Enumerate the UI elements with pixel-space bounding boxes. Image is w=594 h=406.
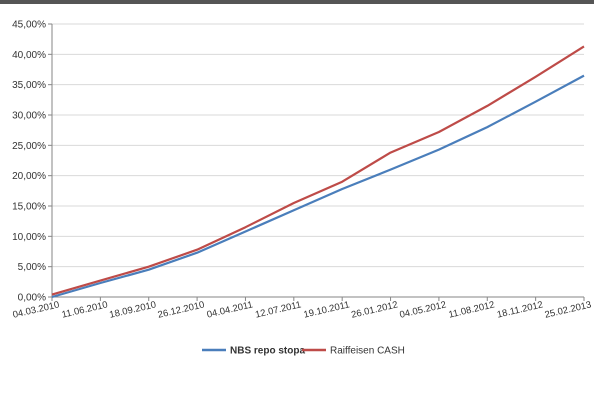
y-tick-label: 5,00%: [18, 262, 46, 273]
axes: [48, 23, 585, 301]
y-tick-label: 0,00%: [18, 293, 46, 304]
x-tick-label: 26.12.2010: [157, 299, 206, 320]
x-tick-label: 12.07.2011: [254, 299, 302, 320]
y-tick-label: 15,00%: [12, 202, 46, 213]
legend-label: NBS repo stopa: [230, 346, 305, 357]
y-tick-label: 40,00%: [12, 50, 46, 61]
y-tick-label: 20,00%: [12, 171, 46, 182]
y-tick-labels: 0,00% 5,00% 10,00% 15,00% 20,00% 25,00% 30,00%…: [12, 20, 46, 304]
x-tick-label: 18.11.2012: [496, 299, 544, 320]
x-tick-label: 18.09.2010: [108, 299, 157, 320]
y-tick-label: 45,00%: [12, 20, 46, 31]
series-line-raiffeisen-cash: [51, 45, 585, 296]
x-tick-labels: 04.03.2010 11.06.2010 18.09.2010 26.12.2010…: [12, 299, 593, 320]
x-tick-label: 25.02.2013: [544, 299, 593, 320]
x-tick-label: 11.08.2012: [448, 299, 496, 320]
grid-lines: [52, 23, 584, 268]
x-tick-label: 26.01.2012: [350, 299, 399, 320]
y-tick-label: 10,00%: [12, 232, 46, 243]
x-tick-label: 11.06.2010: [61, 299, 109, 320]
legend-label: Raiffeisen CASH: [330, 346, 405, 357]
y-tick-label: 35,00%: [12, 80, 46, 91]
series-lines: [51, 45, 585, 299]
top-border: [0, 0, 594, 4]
x-tick-label: 04.04.2011: [206, 299, 254, 320]
series-line-nbs-repo-stopa: [51, 74, 585, 299]
y-tick-label: 30,00%: [12, 111, 46, 122]
x-tick-label: 19.10.2011: [303, 299, 351, 320]
legend: NBS repo stopa Raiffeisen CASH: [202, 346, 405, 357]
x-tick-label: 04.05.2012: [399, 299, 448, 320]
y-tick-label: 25,00%: [12, 141, 46, 152]
